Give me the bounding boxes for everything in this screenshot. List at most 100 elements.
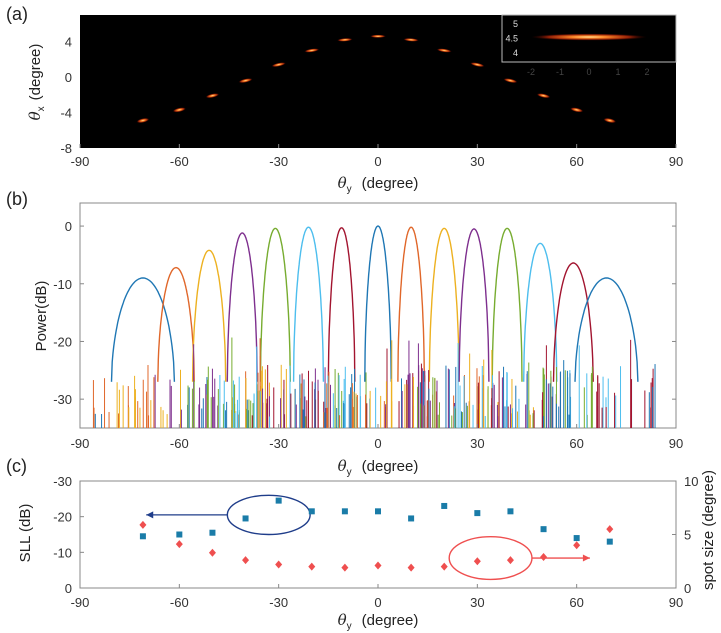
sll-left-tick-label: 0	[65, 581, 72, 596]
heatmap-x-label: θy (degree)	[338, 174, 419, 195]
beam-curve	[327, 227, 356, 382]
panel-c-sll-spot: -90 -60 -30 0 30 60 90 -30 -20 -10 0 10 5 0 SLL (dB…	[17, 470, 717, 632]
beam-curve	[157, 266, 195, 382]
spot-size-point	[175, 540, 183, 549]
sll-plot-frame	[79, 480, 677, 589]
sll-point	[176, 531, 183, 538]
power-x-label: θy (degree)	[338, 457, 419, 478]
sll-point	[573, 535, 580, 542]
heatmap-spot	[570, 107, 584, 113]
beam-curve	[226, 232, 258, 382]
heatmap-spot	[536, 93, 551, 99]
spot-size-point	[308, 562, 316, 571]
sll-x-tick-label: 60	[569, 595, 583, 610]
spot-size-point	[506, 556, 514, 565]
power-y-label: Power(dB)	[33, 281, 50, 352]
inset-marks: -2 -1 0 1 2 5 4.5 4	[505, 19, 649, 77]
panel-a-heatmap: -90 -60 -30 0 30 60 90 4 0 -4 -8 θy (degree) θx(de…	[26, 14, 683, 195]
power-y-tick-label: -30	[53, 392, 72, 407]
spot-size-point	[540, 552, 548, 561]
spot-size-point	[407, 563, 415, 572]
heatmap-spots	[136, 34, 617, 124]
sll-right-ticks: 10 5 0	[672, 474, 698, 596]
beam-curve	[397, 226, 426, 382]
heatmap-spot	[304, 48, 320, 53]
spot-size-point	[473, 557, 481, 566]
sll-point	[275, 497, 282, 504]
heatmap-spot	[172, 107, 186, 113]
sll-x-tick-label: 30	[470, 595, 484, 610]
heatmap-x-tick-label: -60	[170, 154, 189, 169]
inset-x-tick-label: 2	[644, 67, 649, 77]
heatmap-spot	[603, 117, 617, 124]
heatmap-y-tick-label: 4	[65, 35, 72, 50]
heatmap-y-tick-label: 0	[65, 70, 72, 85]
inset-x-tick-label: -2	[527, 67, 535, 77]
power-x-tick-label: -90	[71, 436, 90, 451]
sll-x-tick-label: 0	[374, 595, 381, 610]
power-y-tick-label: -20	[53, 334, 72, 349]
sll-point	[139, 533, 146, 540]
sll-point	[408, 515, 415, 522]
beam-curve	[191, 249, 227, 382]
beam-curve	[364, 225, 392, 382]
sll-left-ticks: -30 -20 -10 0	[53, 474, 84, 596]
sll-left-tick-label: -30	[53, 474, 72, 489]
sll-right-tick-label: 0	[684, 581, 691, 596]
annotation-arrow-head	[582, 554, 590, 562]
sll-markers	[139, 497, 614, 572]
heatmap-spot	[271, 62, 286, 68]
inset-y-tick-label: 4	[513, 48, 518, 58]
spot-size-point	[242, 556, 250, 565]
beam-curve	[110, 277, 176, 382]
sll-point	[474, 510, 481, 517]
spot-size-point	[139, 520, 147, 529]
sll-point	[308, 508, 315, 515]
spot-size-point	[374, 561, 382, 570]
power-y-tick-label: 0	[65, 219, 72, 234]
sll-x-tick-label: 90	[669, 595, 683, 610]
panel-label-a: (a)	[6, 4, 28, 24]
panel-b-beam-power: -90 -60 -30 0 30 60 90 0 -10 -20 -30 Power(dB) θy…	[33, 202, 683, 478]
heatmap-inset: -2 -1 0 1 2 5 4.5 4	[501, 14, 677, 77]
heatmap-spot	[503, 78, 518, 84]
inset-x-tick-label: 1	[615, 67, 620, 77]
power-plot-frame	[79, 202, 677, 429]
inset-x-tick-label: -1	[556, 67, 564, 77]
sll-x-label: θy (degree)	[338, 611, 419, 632]
spot-size-point	[275, 560, 283, 569]
sll-point	[606, 538, 613, 545]
heatmap-spot	[337, 38, 353, 42]
sll-x-ticks: -90 -60 -30 0 30 60 90	[71, 584, 683, 610]
power-x-tick-label: -30	[269, 436, 288, 451]
heatmap-y-ticks: 4 0 -4 -8	[60, 35, 72, 156]
heatmap-x-tick-label: 60	[569, 154, 583, 169]
panel-label-b: (b)	[6, 189, 28, 209]
heatmap-x-tick-label: 0	[374, 154, 381, 169]
power-x-tick-label: -60	[170, 436, 189, 451]
beam-curve	[458, 228, 490, 382]
sll-point	[540, 526, 547, 533]
heatmap-x-tick-label: 30	[470, 154, 484, 169]
heatmap-x-tick-label: 90	[669, 154, 683, 169]
power-x-tick-label: 90	[669, 436, 683, 451]
power-x-tick-label: 60	[569, 436, 583, 451]
heatmap-spot	[136, 117, 150, 124]
heatmap-spot	[436, 48, 452, 53]
inset-x-tick-label: 0	[586, 67, 591, 77]
power-x-tick-label: 0	[374, 436, 381, 451]
sll-right-label: spot size (degree)	[700, 470, 717, 590]
heatmap-y-label: θx(degree)	[26, 44, 47, 121]
heatmap-spot	[470, 62, 485, 68]
power-sidelobe-noise	[92, 337, 656, 428]
sll-point	[209, 529, 216, 536]
heatmap-spot	[403, 38, 419, 42]
spot-size-point	[606, 525, 614, 534]
sll-right-tick-label: 10	[684, 474, 698, 489]
beam-curve	[259, 227, 291, 382]
beam-curve	[523, 242, 558, 382]
heatmap-spot	[238, 78, 253, 84]
spot-size-point	[208, 548, 216, 557]
heatmap-spot	[370, 34, 386, 38]
sll-right-tick-label: 5	[684, 528, 691, 543]
